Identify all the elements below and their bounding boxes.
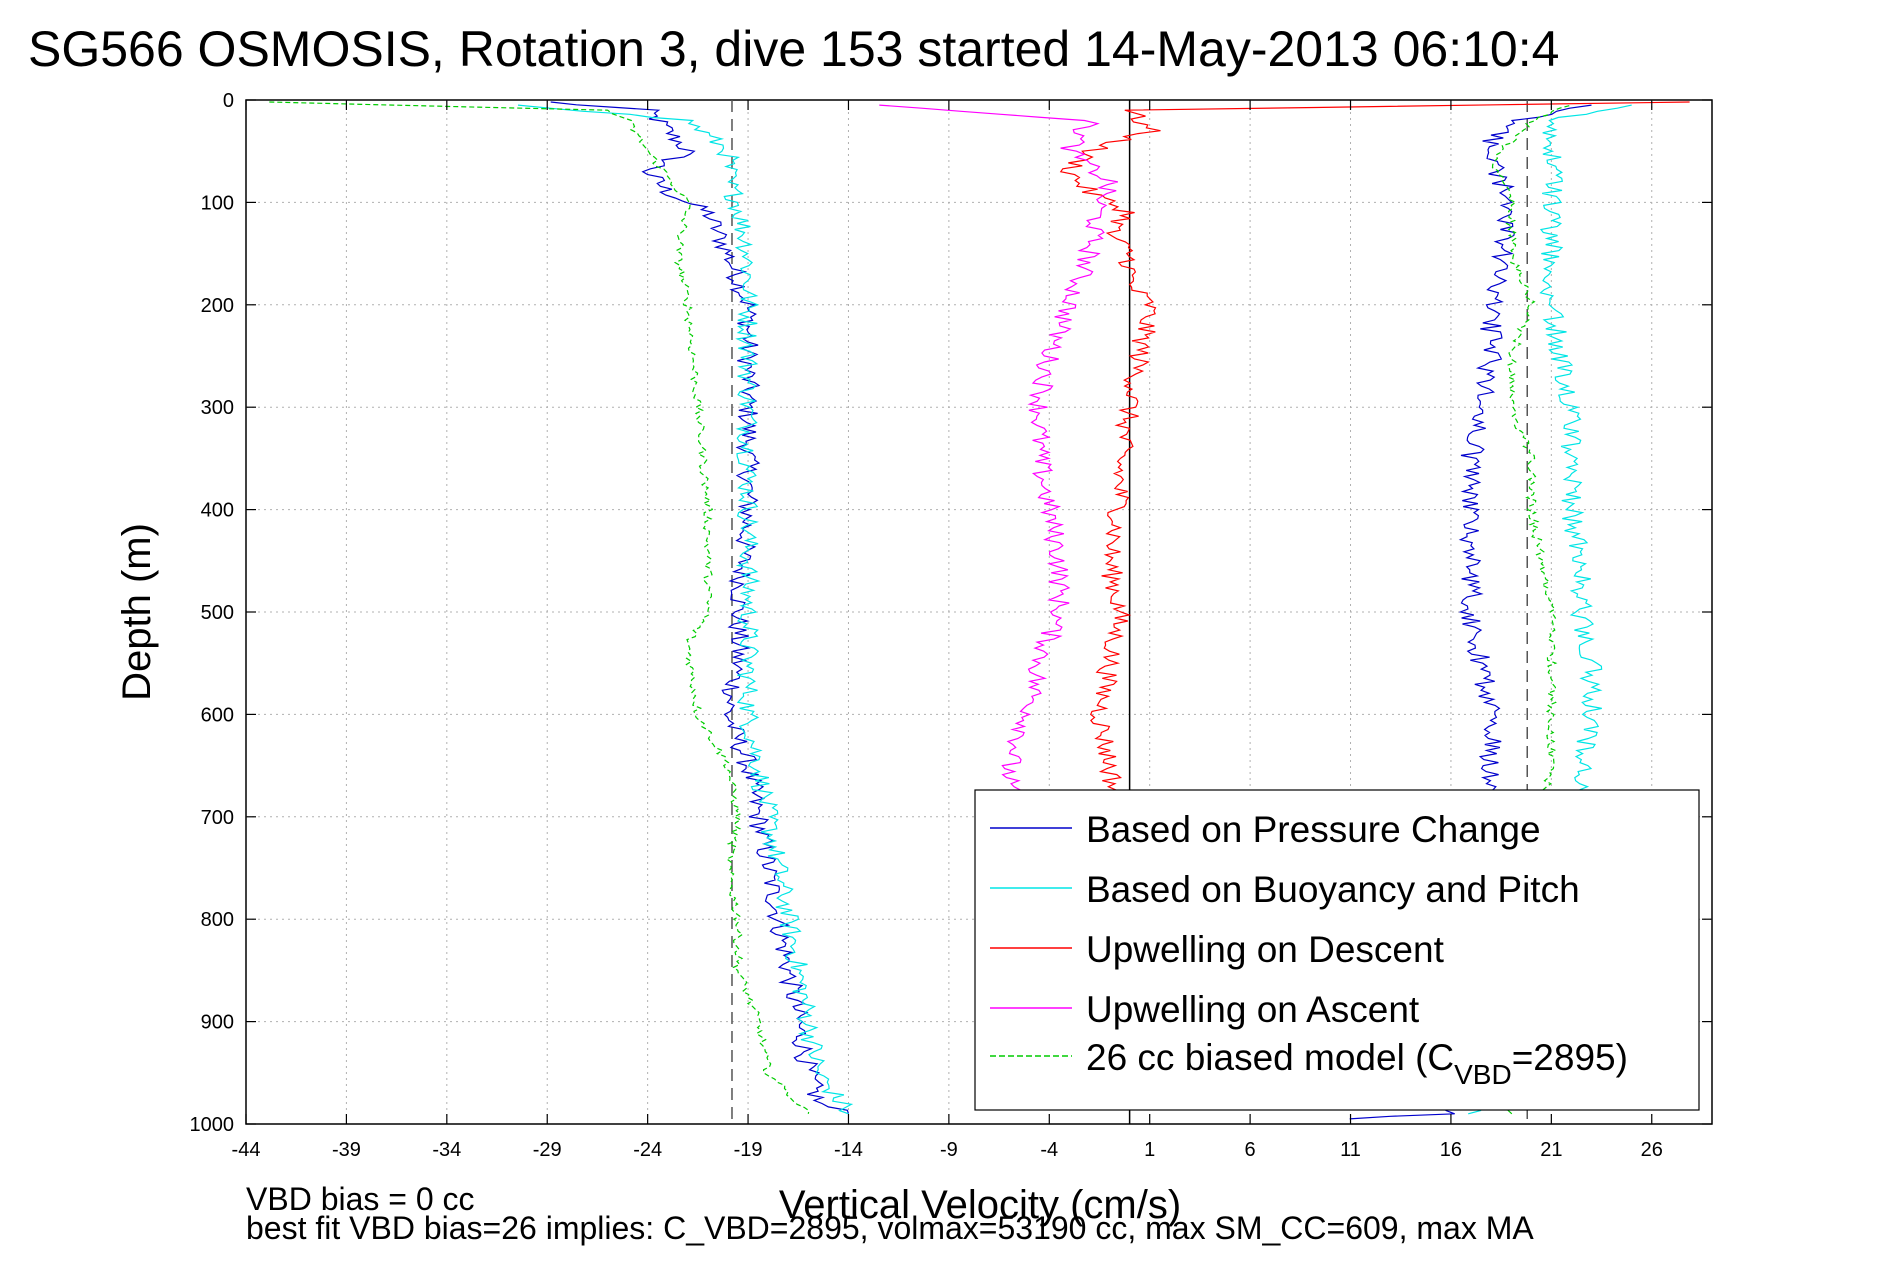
y-tick-label: 400 xyxy=(201,500,234,522)
x-axis-label: Vertical Velocity (cm/s) xyxy=(779,1183,1181,1227)
legend-label: Upwelling on Ascent xyxy=(1086,989,1420,1030)
y-tick-label: 600 xyxy=(201,704,234,726)
series-line-3-segment-0 xyxy=(879,104,1118,817)
legend-label-suffix: =2895) xyxy=(1512,1037,1628,1078)
series-line-1-segment-0 xyxy=(517,104,854,1115)
x-tick-label: 6 xyxy=(1245,1139,1256,1161)
legend-label-subscript: VBD xyxy=(1454,1059,1512,1090)
y-tick-label: 700 xyxy=(201,807,234,829)
series-line-2-segment-0 xyxy=(1059,101,1690,818)
y-axis: 0 100 200 300 400 500 600 700 800 900 1000 xyxy=(190,90,1712,1136)
legend-box xyxy=(974,789,1700,1111)
series-line-4-segment-0 xyxy=(269,101,810,1114)
x-axis: -44 -39 -34 -29 -24 -19 -14 -9 -4 1 6 11 16 21 26 xyxy=(232,100,1663,1161)
legend-label: Based on Pressure Change xyxy=(1086,809,1541,850)
chart-title: SG566 OSMOSIS, Rotation 3, dive 153 star… xyxy=(28,21,1559,77)
x-tick-label: -9 xyxy=(940,1139,958,1161)
x-tick-label: -14 xyxy=(834,1139,863,1161)
annotation-vbd-bias: VBD bias = 0 cc xyxy=(246,1181,475,1217)
legend-label: Upwelling on Descent xyxy=(1086,929,1445,970)
y-tick-label: 100 xyxy=(201,192,234,214)
x-tick-label: 11 xyxy=(1340,1139,1361,1161)
y-tick-label: 200 xyxy=(201,295,234,317)
x-tick-label: -19 xyxy=(734,1139,763,1161)
y-tick-label: 900 xyxy=(201,1012,234,1034)
series-line-0-segment-0 xyxy=(550,101,850,1114)
x-tick-label: 16 xyxy=(1440,1139,1462,1161)
x-tick-label: 21 xyxy=(1540,1139,1562,1161)
x-tick-label: -44 xyxy=(232,1139,261,1161)
x-tick-label: -24 xyxy=(633,1139,662,1161)
x-tick-label: -34 xyxy=(432,1139,461,1161)
x-tick-label: 26 xyxy=(1641,1139,1663,1161)
legend-label-prefix: 26 cc biased model (C xyxy=(1086,1037,1454,1078)
annotation-best-fit: best fit VBD bias=26 implies: C_VBD=2895… xyxy=(246,1210,1534,1246)
y-tick-label: 1000 xyxy=(190,1114,235,1136)
x-tick-label: -29 xyxy=(533,1139,562,1161)
legend: Based on Pressure Change Based on Buoyanc… xyxy=(974,789,1700,1111)
x-tick-label: -4 xyxy=(1040,1139,1058,1161)
y-axis-label: Depth (m) xyxy=(115,523,159,701)
legend-label: 26 cc biased model (CVBD=2895) xyxy=(1086,1037,1628,1090)
y-tick-label: 800 xyxy=(201,909,234,931)
y-tick-label: 0 xyxy=(223,90,234,112)
x-tick-label: -39 xyxy=(332,1139,361,1161)
y-tick-label: 300 xyxy=(201,397,234,419)
y-tick-label: 500 xyxy=(201,602,234,624)
x-tick-label: 1 xyxy=(1144,1139,1155,1161)
legend-label: Based on Buoyancy and Pitch xyxy=(1086,869,1580,910)
